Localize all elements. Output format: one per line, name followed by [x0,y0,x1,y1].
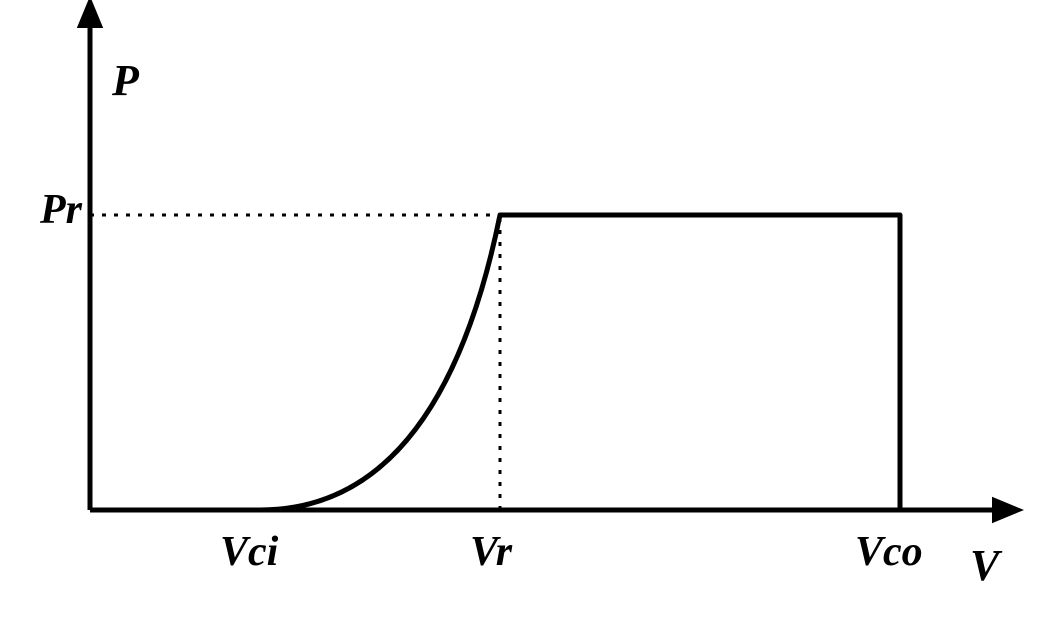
x-axis-label: V [970,540,999,591]
y-axis-label: P [112,55,139,106]
power-curve-chart: P V Pr Vci Vr Vco [0,0,1064,619]
vr-tick-label: Vr [470,528,512,576]
vci-tick-label: Vci [220,528,278,576]
chart-svg [0,0,1064,619]
vco-tick-label: Vco [855,528,923,576]
pr-tick-label: Pr [40,186,82,234]
